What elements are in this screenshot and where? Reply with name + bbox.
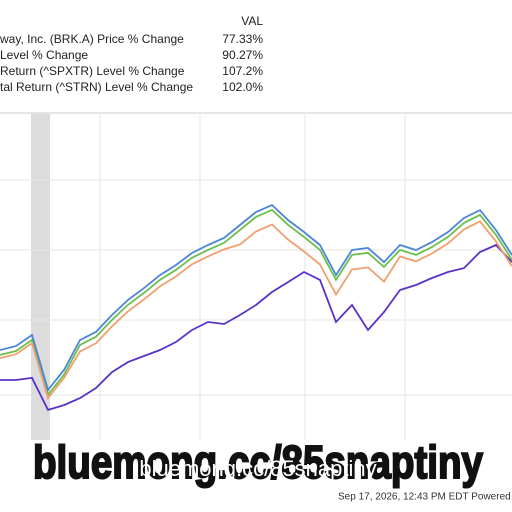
series-line (0, 208, 512, 397)
series-line (0, 203, 512, 392)
legend-value: 90.27% (222, 48, 263, 62)
legend-value: 102.0% (222, 80, 263, 94)
legend-label: way, Inc. (BRK.A) Price % Change (0, 32, 184, 46)
legend-label: Return (^SPXTR) Level % Change (0, 64, 185, 78)
footer: Sep 17, 2026, 12:43 PM EDT Powered b (338, 492, 512, 503)
legend-value: 77.33% (222, 32, 263, 46)
series-line (0, 220, 512, 401)
watermark-shadow: bluemong.cc/85snaptiny (33, 436, 483, 488)
series-line (0, 243, 512, 411)
legend-header: VAL (241, 14, 263, 28)
watermark: bluemong.cc/85snaptiny (139, 456, 376, 481)
legend-value: 107.2% (222, 64, 263, 78)
legend-label: Level % Change (0, 48, 88, 62)
legend-label: tal Return (^STRN) Level % Change (0, 80, 193, 94)
